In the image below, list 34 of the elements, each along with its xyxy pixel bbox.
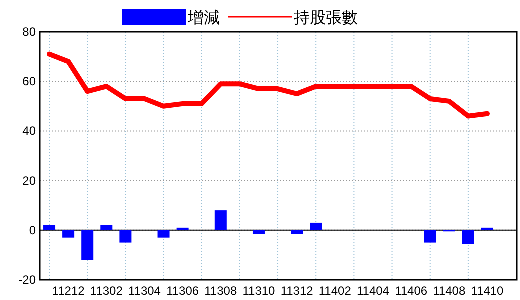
legend-label: 增減 [187, 9, 220, 27]
y-tick-label: 20 [22, 174, 36, 188]
y-tick-label: -20 [18, 273, 36, 287]
x-tick-label: 11304 [128, 284, 162, 298]
x-tick-label: 11302 [90, 284, 124, 298]
bar [158, 230, 170, 238]
bar [214, 210, 227, 230]
y-tick-label: 0 [29, 223, 36, 238]
y-tick-label: 60 [22, 74, 36, 89]
bar [252, 230, 265, 234]
bar [424, 230, 436, 243]
bar [62, 230, 75, 238]
x-tick-label: 11408 [433, 284, 466, 298]
x-tick-label: 11312 [280, 284, 314, 298]
bar [176, 228, 189, 230]
x-tick-label: 11310 [242, 284, 276, 298]
bar [44, 225, 56, 230]
y-tick-label: 80 [22, 25, 36, 39]
legend-label: 持股張數 [294, 9, 358, 27]
x-tick-label: 11402 [318, 284, 352, 298]
x-tick-label: 11406 [395, 284, 428, 298]
x-tick-label: 11306 [166, 284, 200, 298]
x-tick-label: 11308 [204, 284, 238, 298]
bar [100, 225, 113, 230]
bar [82, 230, 94, 260]
bar [291, 230, 304, 234]
x-tick-label: 11212 [52, 284, 86, 298]
x-tick-label: 11410 [471, 284, 504, 298]
bar [120, 230, 132, 243]
bar [481, 228, 494, 230]
y-tick-label: 40 [22, 124, 36, 138]
x-tick-label: 11404 [356, 284, 390, 298]
bar [310, 222, 322, 230]
bar [462, 230, 474, 244]
